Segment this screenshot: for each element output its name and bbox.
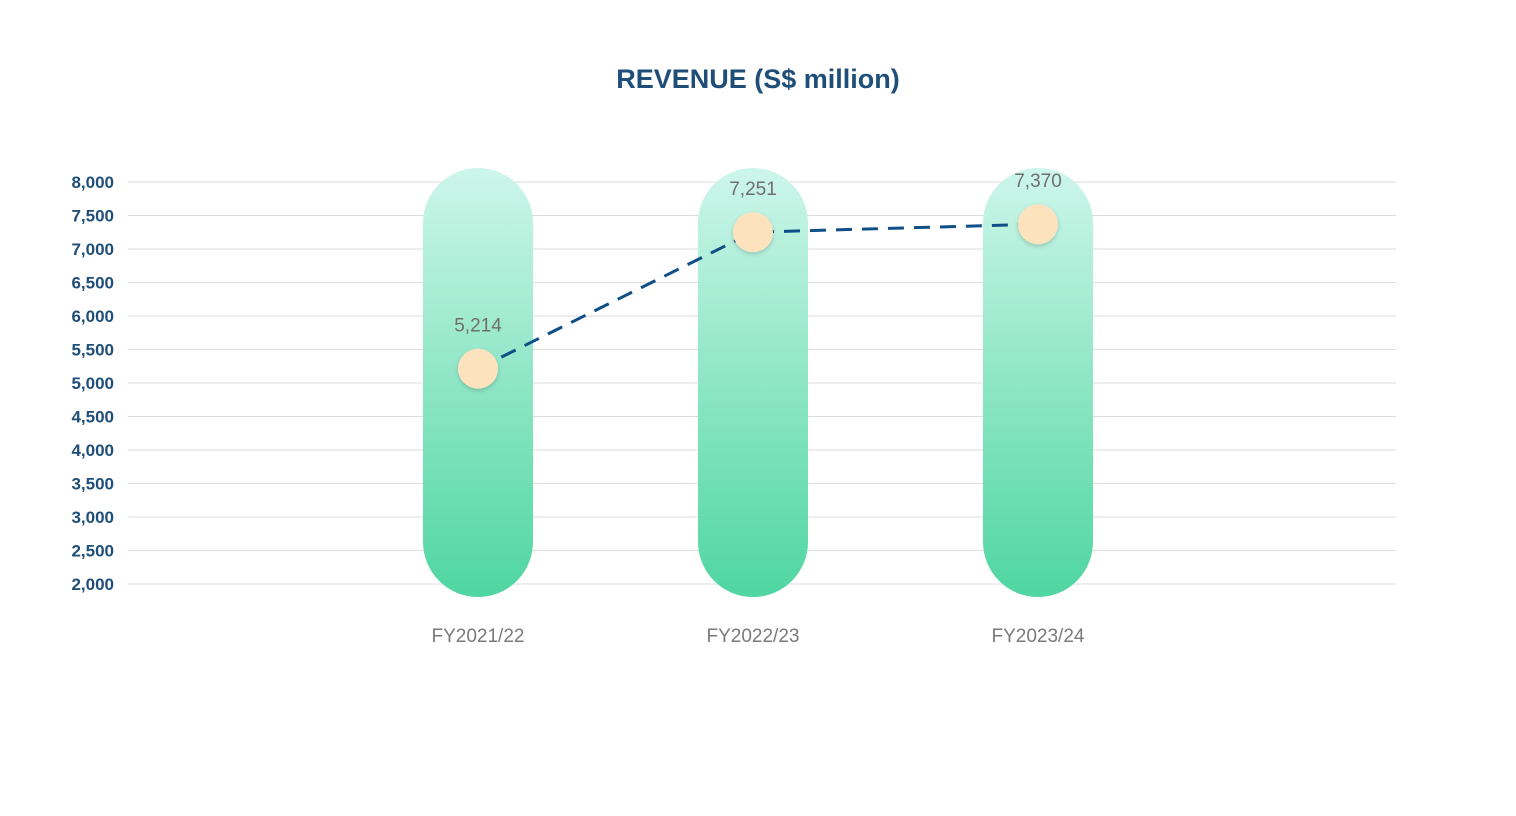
y-tick-label: 3,000	[71, 508, 114, 527]
y-tick-label: 4,500	[71, 408, 114, 427]
y-tick-label: 6,500	[71, 274, 114, 293]
y-tick-label: 4,000	[71, 441, 114, 460]
trend-line-path	[477, 222, 1039, 371]
chart-title: REVENUE (S$ million)	[616, 64, 900, 94]
y-tick-label: 7,500	[71, 207, 114, 226]
y-axis: 2,000 2,500 3,000 3,500 4,000 4,500 5,000 5,500…	[71, 173, 114, 594]
data-label: 7,251	[729, 179, 777, 200]
y-tick-label: 2,000	[71, 575, 114, 594]
bar	[983, 168, 1093, 597]
y-tick-label: 2,500	[71, 542, 114, 561]
bar	[698, 168, 808, 597]
data-label: 7,370	[1014, 171, 1062, 192]
y-tick-label: 6,000	[71, 307, 114, 326]
data-label: 5,214	[454, 316, 502, 337]
x-axis: FY2021/22 FY2022/23 FY2023/24	[432, 626, 1085, 647]
y-tick-label: 5,500	[71, 341, 114, 360]
trend-line	[477, 222, 1039, 371]
data-point-marker	[458, 348, 498, 389]
data-labels: 5,214 7,251 7,370	[454, 171, 1062, 336]
x-tick-label: FY2023/24	[992, 626, 1085, 647]
data-point-marker	[1018, 204, 1058, 245]
y-tick-label: 8,000	[71, 173, 114, 192]
y-tick-label: 7,000	[71, 240, 114, 259]
y-tick-label: 3,500	[71, 475, 114, 494]
x-tick-label: FY2021/22	[432, 626, 525, 647]
y-tick-label: 5,000	[71, 374, 114, 393]
markers	[458, 204, 1058, 389]
data-point-marker	[733, 212, 773, 253]
x-tick-label: FY2022/23	[707, 626, 800, 647]
